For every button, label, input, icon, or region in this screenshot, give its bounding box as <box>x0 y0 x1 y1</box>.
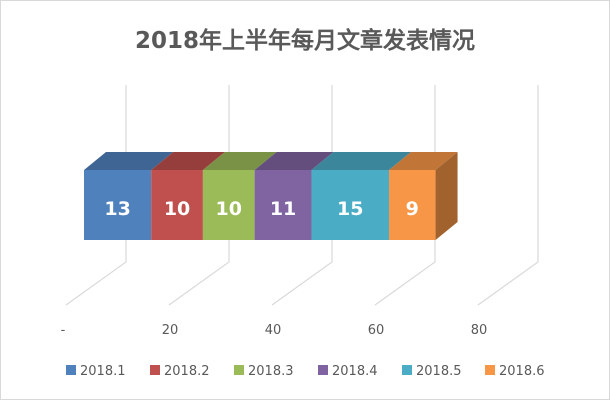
x-tick-label: 20 <box>162 323 179 338</box>
bar-top-face <box>389 152 458 170</box>
bar-front-face <box>311 170 390 240</box>
chart-title: 2018年上半年每月文章发表情况 <box>135 27 475 54</box>
legend-swatch <box>402 365 412 375</box>
x-tick-label: - <box>61 323 66 338</box>
x-tick-label: 40 <box>265 323 282 338</box>
x-tick-label: 80 <box>471 323 488 338</box>
legend-swatch <box>150 365 160 375</box>
bar-segment-2018.2: 10 <box>151 152 225 240</box>
legend-swatch <box>318 365 328 375</box>
legend-item: 2018.6 <box>485 364 545 379</box>
legend-item: 2018.4 <box>318 364 378 379</box>
x-tick-label: 60 <box>368 323 385 338</box>
legend-label: 2018.3 <box>248 364 294 379</box>
legend-item: 2018.3 <box>234 364 294 379</box>
data-label: 15 <box>337 198 363 220</box>
legend: 2018.1 2018.2 2018.3 2018.4 2018.5 2018.6 <box>66 364 545 379</box>
legend-label: 2018.4 <box>332 364 378 379</box>
bar-front-face <box>254 170 312 240</box>
data-label: 13 <box>104 198 130 220</box>
gridline <box>65 85 127 306</box>
data-label: 11 <box>270 198 296 220</box>
bar-segment-2018.1: 13 <box>84 152 174 240</box>
bar-segment-2018.3: 10 <box>202 152 277 240</box>
legend-label: 2018.6 <box>499 364 545 379</box>
bars: 13 10 10 11 15 9 <box>84 152 458 240</box>
gridline <box>271 85 333 306</box>
bar-top-face <box>84 152 174 170</box>
legend-item: 2018.5 <box>402 364 462 379</box>
bar-top-face <box>254 152 334 170</box>
bar-front-face <box>202 170 255 240</box>
legend-label: 2018.2 <box>164 364 210 379</box>
gridline <box>477 85 539 306</box>
bar-segment-2018.6: 9 <box>389 152 458 240</box>
legend-item: 2018.2 <box>150 364 210 379</box>
bar-top-face <box>151 152 225 170</box>
legend-label: 2018.5 <box>416 364 462 379</box>
bar-segment-2018.4: 11 <box>254 152 334 240</box>
bar-front-face <box>151 170 203 240</box>
bar-front-face <box>84 170 152 240</box>
legend-label: 2018.1 <box>80 364 126 379</box>
gridlines <box>65 85 539 306</box>
x-axis-ticks: - 20 40 60 80 <box>61 323 488 338</box>
legend-swatch <box>234 365 244 375</box>
bar-side-face <box>435 152 458 240</box>
bar-top-face <box>311 152 412 170</box>
legend-swatch <box>66 365 76 375</box>
data-label: 10 <box>164 198 190 220</box>
gridline <box>168 85 230 306</box>
gridline <box>374 85 436 306</box>
data-label: 10 <box>216 198 242 220</box>
bar-top-face <box>202 152 277 170</box>
data-label: 9 <box>406 198 419 220</box>
legend-swatch <box>485 365 495 375</box>
bar-front-face <box>389 170 436 240</box>
legend-item: 2018.1 <box>66 364 126 379</box>
bar-segment-2018.5: 15 <box>311 152 412 240</box>
